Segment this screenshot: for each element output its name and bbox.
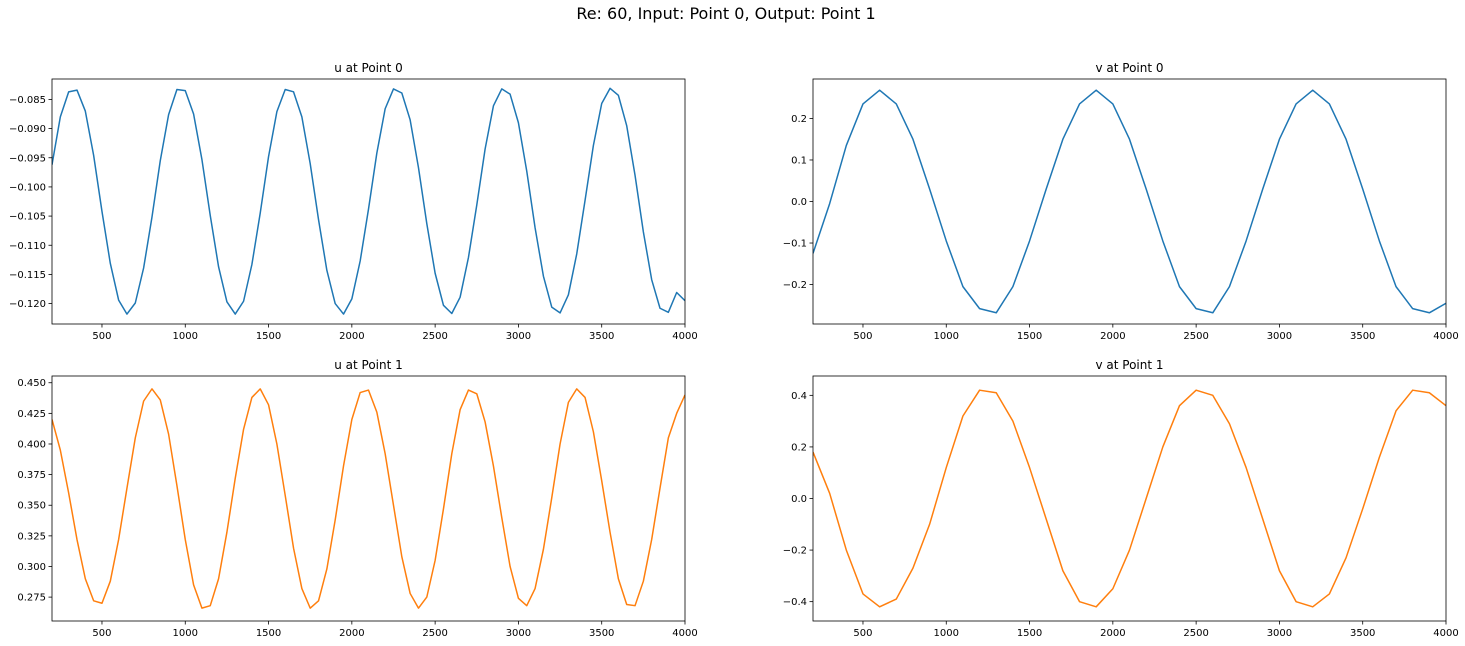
y-tick-label: 0.400 (17, 439, 46, 450)
y-tick-label: 0.0 (791, 197, 807, 208)
y-tick-label: 0.425 (17, 409, 46, 420)
y-tick-label: 0.2 (791, 442, 807, 453)
x-tick-label: 3500 (1350, 628, 1375, 639)
x-tick-label: 1500 (256, 628, 281, 639)
y-tick-label: 0.4 (791, 391, 807, 402)
y-tick-label: 0.275 (17, 593, 46, 604)
y-tick-label: −0.115 (9, 270, 46, 281)
axes-frame-u-point-0 (51, 78, 686, 325)
y-tick-label: −0.1 (783, 239, 807, 250)
x-tick-label: 3500 (589, 628, 614, 639)
x-tick-label: 1000 (173, 331, 198, 342)
x-tick-label: 2000 (339, 628, 364, 639)
y-tick-label: 0.0 (791, 494, 807, 505)
x-tick-label: 3000 (506, 331, 531, 342)
subplot-title-u-point-0: u at Point 0 (334, 61, 403, 75)
series-line-v-point-1 (813, 389, 1446, 608)
x-tick-label: 1500 (1017, 628, 1042, 639)
x-tick-label: 3000 (1267, 331, 1292, 342)
subplot-v-point-1: 500 1000 1500 2000 2500 3000 3500 4000 0.4 0.2 0.0… (783, 358, 1459, 639)
x-tick-label: 4000 (672, 331, 697, 342)
x-tick-label: 1000 (173, 628, 198, 639)
x-tick-label: 2500 (422, 331, 447, 342)
y-tick-label: 0.1 (791, 155, 807, 166)
x-tick-label: 4000 (672, 628, 697, 639)
series-line-u-point-0 (52, 87, 685, 315)
y-tick-label: −0.110 (9, 241, 46, 252)
x-tick-label: 4000 (1433, 628, 1458, 639)
y-tick-label: −0.095 (9, 153, 46, 164)
x-tick-label: 2000 (339, 331, 364, 342)
y-tick-label: 0.350 (17, 501, 46, 512)
x-tick-label: 500 (92, 331, 111, 342)
subplot-title-u-point-1: u at Point 1 (334, 358, 403, 372)
y-tick-label: −0.090 (9, 124, 46, 135)
x-tick-label: 2500 (1183, 331, 1208, 342)
y-tick-label: −0.4 (783, 597, 807, 608)
y-tick-label: −0.085 (9, 95, 46, 106)
x-tick-label: 1500 (256, 331, 281, 342)
y-tick-label: 0.325 (17, 531, 46, 542)
x-tick-label: 500 (853, 628, 872, 639)
subplot-u-point-0: 500 1000 1500 2000 2500 3000 3500 4000 −0.085 −0.… (9, 61, 698, 342)
y-tick-label: 0.2 (791, 114, 807, 125)
axes-frame-u-point-1 (51, 375, 686, 622)
x-tick-label: 4000 (1433, 331, 1458, 342)
x-tick-label: 2500 (1183, 628, 1208, 639)
series-line-v-point-0 (813, 89, 1446, 314)
x-tick-label: 3500 (1350, 331, 1375, 342)
figure-suptitle: Re: 60, Input: Point 0, Output: Point 1 (576, 4, 875, 23)
y-tick-label: 0.450 (17, 378, 46, 389)
x-tick-label: 500 (92, 628, 111, 639)
y-tick-label: −0.2 (783, 280, 807, 291)
subplot-title-v-point-0: v at Point 0 (1095, 61, 1163, 75)
x-tick-label: 500 (853, 331, 872, 342)
x-tick-label: 3500 (589, 331, 614, 342)
y-tick-label: −0.2 (783, 546, 807, 557)
subplot-title-v-point-1: v at Point 1 (1095, 358, 1163, 372)
x-tick-label: 3000 (1267, 628, 1292, 639)
y-tick-label: 0.375 (17, 470, 46, 481)
y-tick-label: 0.300 (17, 562, 46, 573)
x-tick-label: 1500 (1017, 331, 1042, 342)
subplot-v-point-0: 500 1000 1500 2000 2500 3000 3500 4000 0.2 0.1 0.0… (783, 61, 1459, 342)
y-tick-label: −0.105 (9, 212, 46, 223)
x-tick-label: 2500 (422, 628, 447, 639)
y-tick-label: −0.120 (9, 299, 46, 310)
subplot-u-point-1: 500 1000 1500 2000 2500 3000 3500 4000 0.450 0.42… (17, 358, 697, 639)
x-tick-label: 2000 (1100, 331, 1125, 342)
x-tick-label: 3000 (506, 628, 531, 639)
x-tick-label: 2000 (1100, 628, 1125, 639)
x-tick-label: 1000 (934, 331, 959, 342)
x-tick-label: 1000 (934, 628, 959, 639)
y-tick-label: −0.100 (9, 182, 46, 193)
series-line-u-point-1 (52, 388, 685, 609)
